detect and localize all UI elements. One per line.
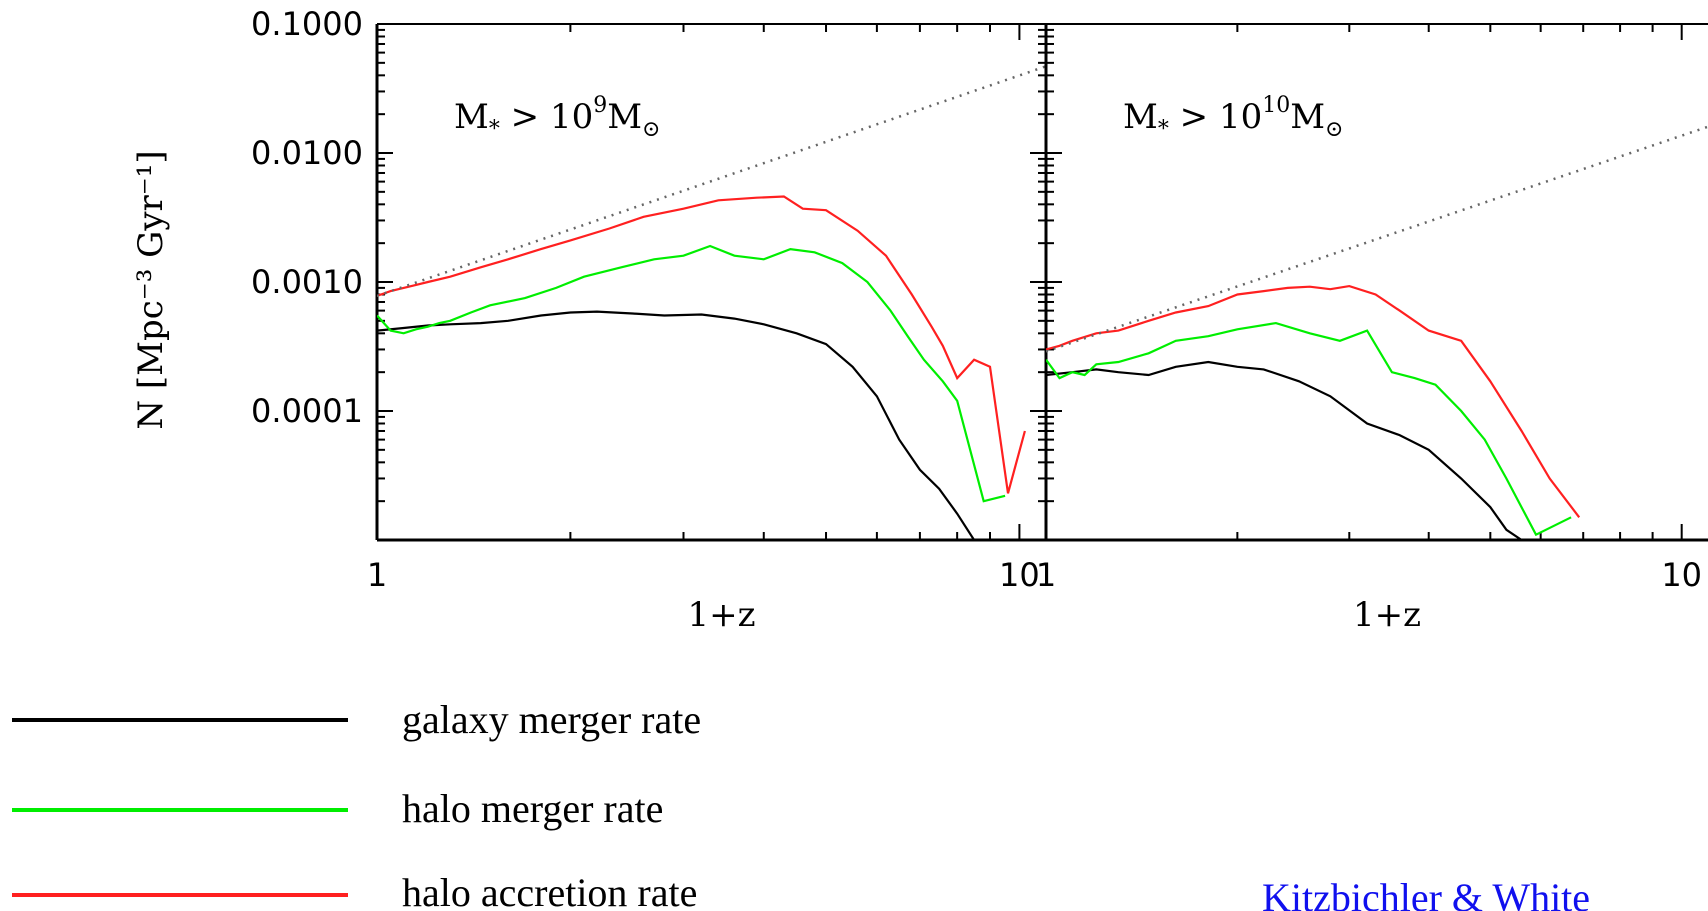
x-tick-label: 10 [1661, 556, 1702, 594]
series-group [1046, 125, 1708, 540]
legend: galaxy merger rate halo merger rate halo… [12, 697, 701, 911]
galaxy-merger-rate-line [377, 310, 976, 540]
legend-label-galaxy-merger: galaxy merger rate [402, 697, 701, 742]
panel-label: M* > 109M⊙ [454, 93, 660, 142]
legend-label-halo-accretion: halo accretion rate [402, 870, 697, 911]
x-axis-label: 1+z [687, 595, 755, 635]
x-tick-label: 1 [1036, 556, 1056, 594]
credit-text: Kitzbichler & White [1262, 875, 1590, 911]
y-tick-label: 0.0010 [251, 263, 363, 301]
halo-accretion-rate-line [1046, 284, 1581, 518]
legend-label-halo-merger: halo merger rate [402, 786, 663, 831]
x-tick-label: 10 [999, 556, 1040, 594]
halo-accretion-rate-line [377, 195, 1026, 494]
x-tick-label: 1 [367, 556, 387, 594]
halo-merger-rate-line [377, 244, 1006, 503]
series-group [377, 65, 1046, 540]
y-tick-label: 0.1000 [251, 5, 363, 43]
chart-panel-2: 1 10 1+z M* > 1010M⊙ [1036, 23, 1708, 635]
reference-power-law-line [377, 65, 1046, 298]
y-tick-label: 0.0100 [251, 134, 363, 172]
galaxy-merger-rate-line [1046, 360, 1523, 540]
reference-power-law-line [1046, 125, 1708, 353]
panel-label: M* > 1010M⊙ [1123, 93, 1343, 142]
y-axis-label: N [Mpc⁻³ Gyr⁻¹] [131, 150, 171, 429]
chart-panel-1: 0.1000 0.0100 0.0010 0.0001 1 10 1+z M* > 109M⊙ [251, 5, 1046, 635]
x-axis-label: 1+z [1353, 595, 1421, 635]
y-tick-label: 0.0001 [251, 392, 363, 430]
halo-merger-rate-line [1046, 321, 1572, 537]
